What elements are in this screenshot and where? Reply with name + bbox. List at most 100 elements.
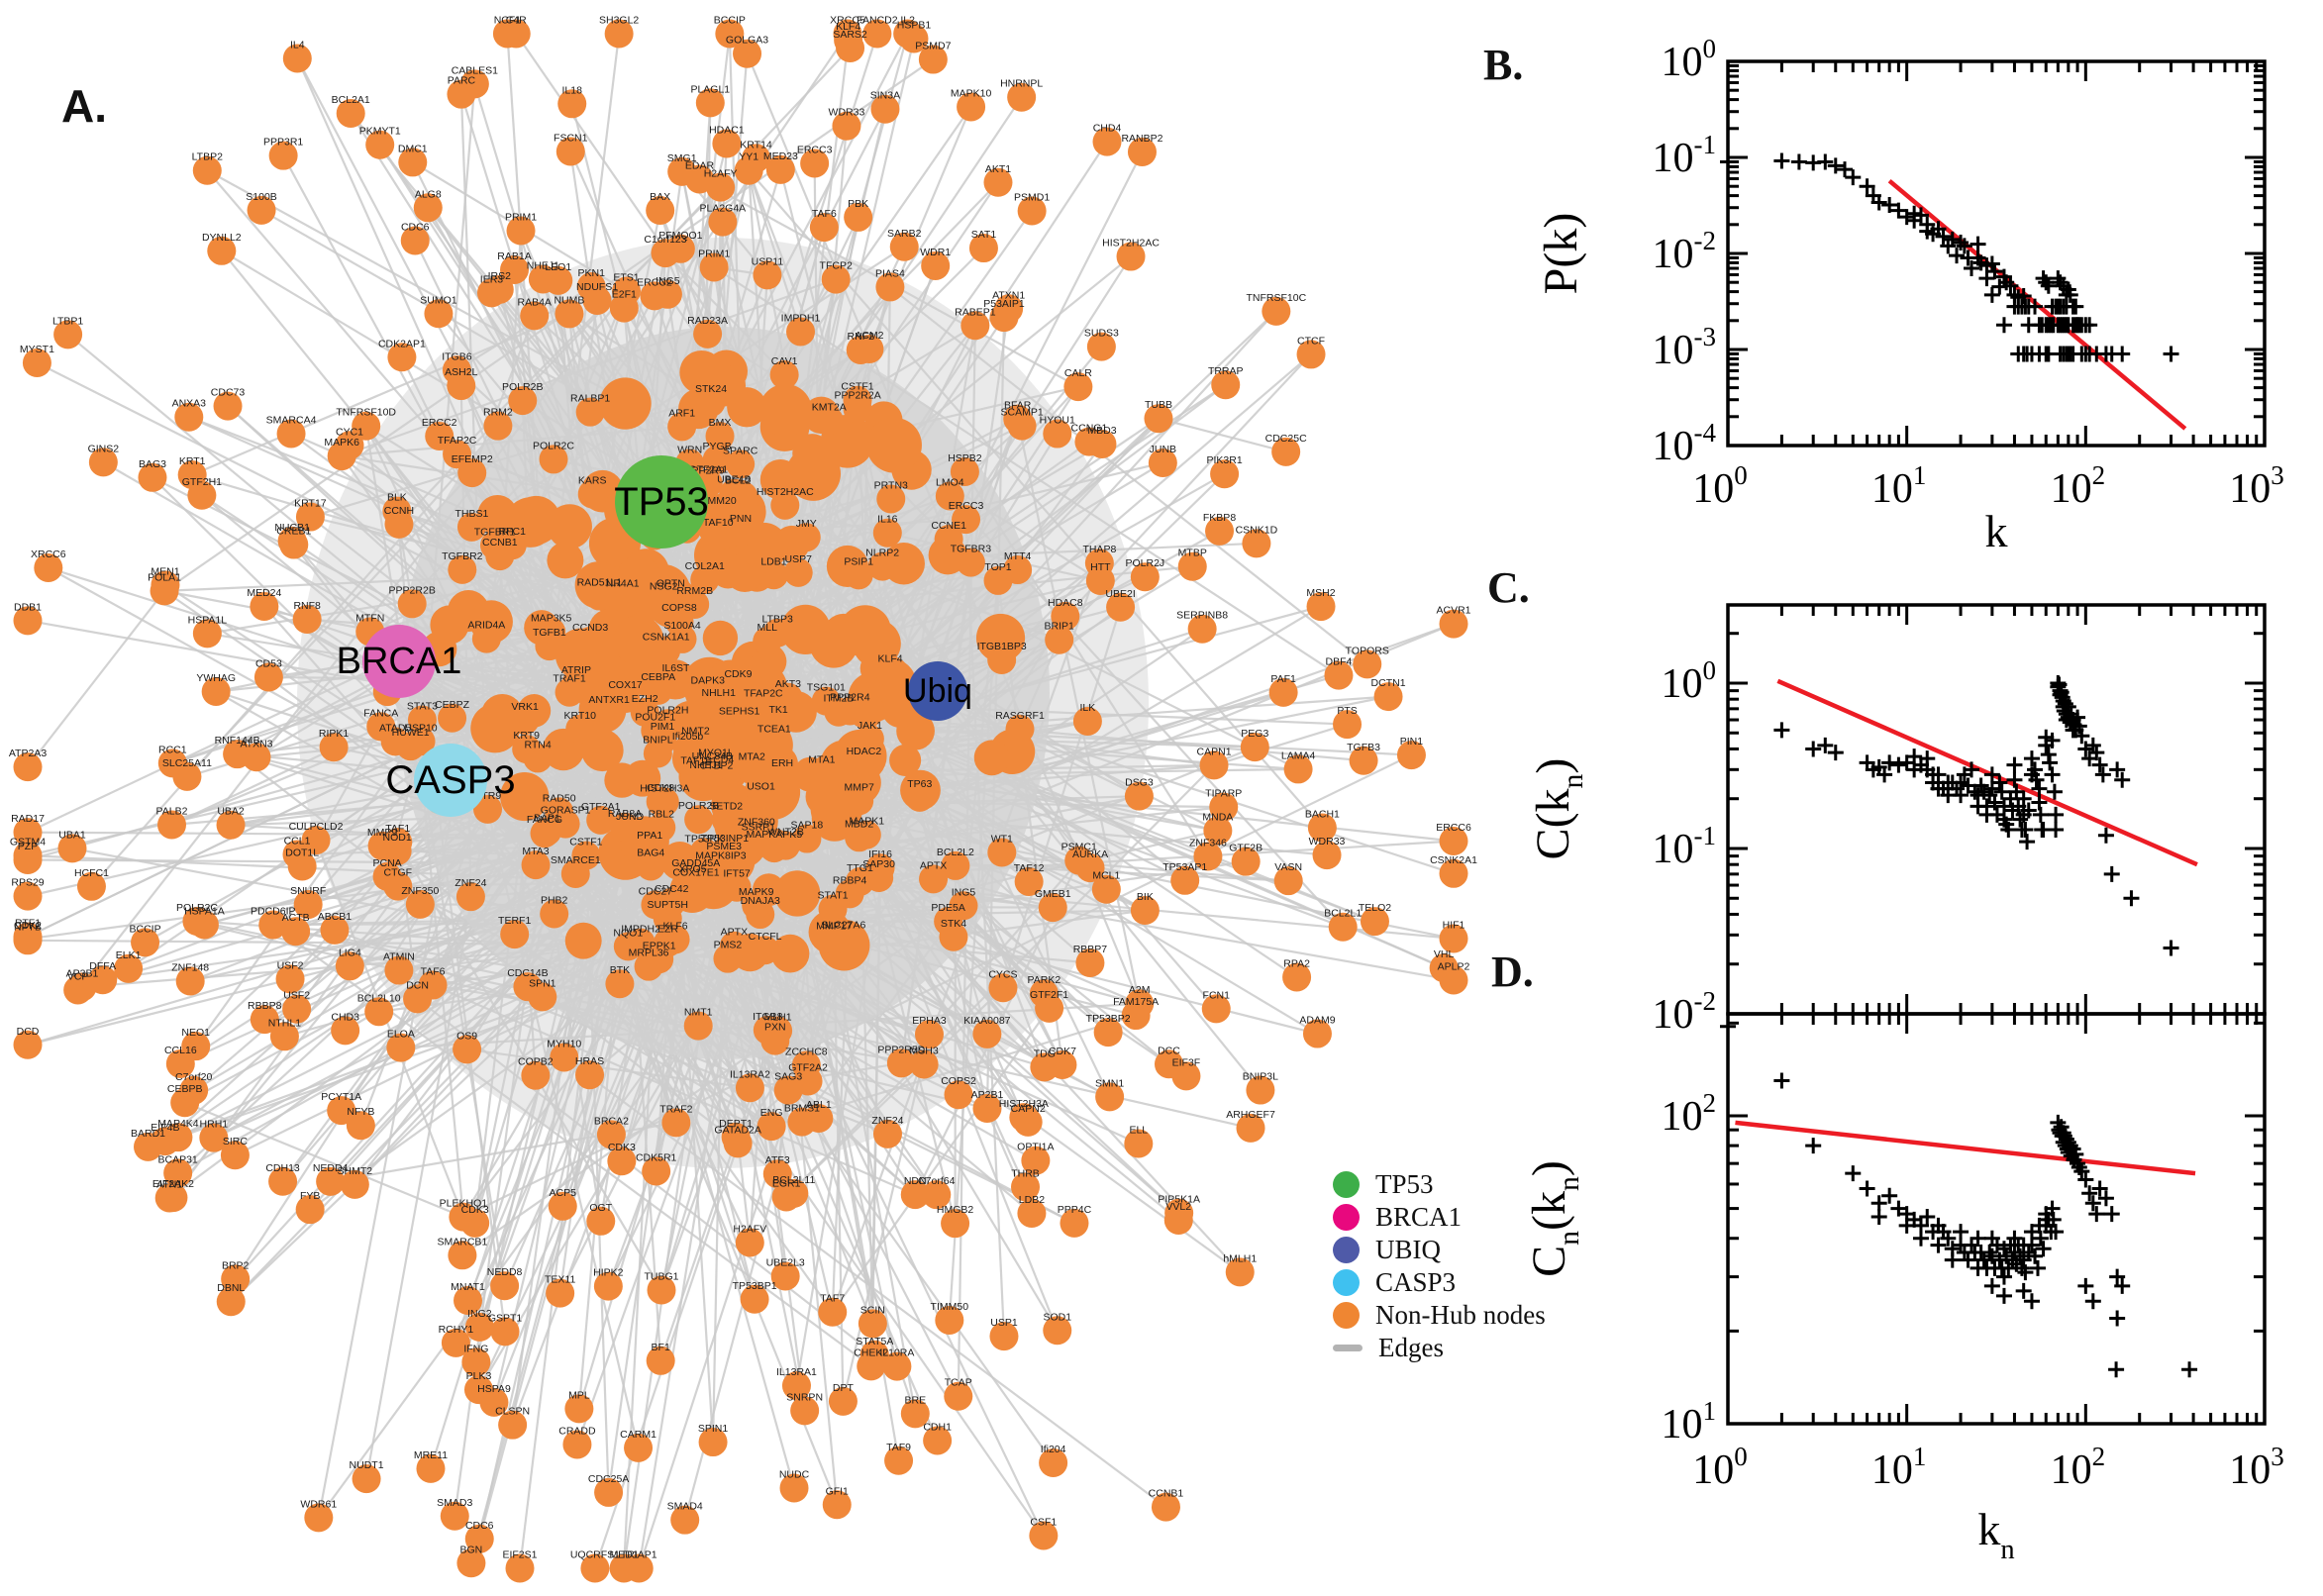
- network-node: [611, 684, 641, 714]
- network-node-label: BGN: [460, 1544, 483, 1555]
- legend-item-brca1: BRCA1: [1333, 1202, 1546, 1232]
- network-node-label: HIPK2: [593, 1267, 624, 1279]
- data-point-marker: [2068, 298, 2084, 315]
- data-point-marker: [2091, 1180, 2108, 1197]
- network-node: [983, 167, 1013, 197]
- network-node: [384, 509, 414, 539]
- network-node-label: Ifi205b: [672, 731, 704, 743]
- network-node-label: TGFB1: [533, 627, 566, 639]
- network-node: [960, 311, 990, 341]
- network-node-label: POLR2H: [647, 704, 688, 716]
- network-node-label: NHEJ1: [527, 259, 559, 271]
- network-node: [667, 412, 697, 442]
- network-node: [470, 703, 520, 753]
- edge: [842, 1034, 931, 1402]
- network-node-label: SMAD4: [667, 1501, 703, 1513]
- network-node-label: MAP3K5: [531, 613, 572, 625]
- network-node: [1127, 137, 1157, 166]
- network-node-label: MTA2: [739, 750, 765, 762]
- network-node: [922, 1180, 952, 1210]
- network-node-label: ING5: [952, 886, 976, 898]
- network-node-label: WT1: [991, 833, 1013, 845]
- network-node: [508, 386, 538, 416]
- network-node: [1017, 1198, 1047, 1228]
- network-node: [872, 1119, 902, 1148]
- network-node: [723, 479, 753, 509]
- network-node-label: CDC6: [401, 221, 430, 233]
- network-node: [340, 1169, 369, 1199]
- network-node-label: ITGB6: [442, 350, 472, 362]
- network-node-label: RAD23A: [687, 315, 728, 327]
- network-node-label: KLF6: [663, 920, 688, 932]
- network-node-label: RPA2: [1283, 957, 1310, 969]
- network-node: [610, 812, 640, 842]
- network-node: [918, 45, 948, 74]
- network-node-label: TFAP2C: [744, 687, 783, 699]
- network-node: [650, 787, 679, 817]
- network-node-label: TAF9: [886, 1442, 911, 1453]
- network-node-label: H2AFV: [733, 1224, 766, 1236]
- data-point-marker: [2027, 1247, 2044, 1264]
- network-node-label: GORASP1: [541, 805, 591, 817]
- network-node: [706, 854, 736, 884]
- network-node: [593, 1271, 623, 1301]
- network-node-label: RAB1A: [497, 250, 531, 262]
- network-node: [220, 1141, 250, 1170]
- network-node-label: RNF144B: [215, 735, 260, 747]
- axis-tick-label: 101: [1662, 1396, 1717, 1447]
- network-node-label: MBD2: [845, 818, 873, 830]
- network-node: [725, 710, 755, 740]
- network-node: [855, 335, 884, 364]
- network-node: [386, 1033, 416, 1062]
- network-node: [1035, 993, 1064, 1023]
- network-node: [1003, 404, 1033, 434]
- network-node-label: TNFRSF10C: [1246, 292, 1306, 304]
- network-node: [773, 682, 803, 712]
- network-node: [828, 1386, 858, 1416]
- legend-item-nonhub: Non-Hub nodes: [1333, 1300, 1546, 1330]
- network-node-label: HUWE1: [392, 727, 430, 739]
- data-point-marker: [1944, 231, 1961, 248]
- network-node: [448, 554, 477, 584]
- network-node: [279, 530, 309, 559]
- network-node: [596, 1120, 626, 1149]
- network-node: [174, 402, 204, 432]
- network-node-label: BAP1: [534, 812, 560, 824]
- network-node: [695, 88, 725, 118]
- network-node: [705, 421, 735, 450]
- network-node-label: PPA1: [637, 830, 662, 842]
- network-node: [634, 951, 663, 981]
- network-node-label: HIST2H2AC: [1102, 238, 1160, 249]
- network-node-label: ALG8: [415, 188, 442, 200]
- network-node-label: SPARC: [723, 445, 758, 456]
- network-node-label: PPP4C: [1058, 1204, 1092, 1216]
- network-node: [749, 692, 778, 722]
- network-node-label: AKT3: [775, 678, 801, 690]
- casp3-hub-swatch-icon: [1333, 1269, 1360, 1296]
- data-point-marker: [2027, 298, 2044, 315]
- network-node: [988, 973, 1018, 1003]
- network-node: [790, 1396, 820, 1426]
- network-node-label: MTFN: [355, 613, 384, 625]
- network-node-label: PRIM1: [505, 212, 537, 224]
- data-point-marker: [2081, 1185, 2098, 1202]
- network-node: [1072, 706, 1102, 736]
- network-node: [684, 805, 714, 835]
- network-node: [383, 871, 413, 901]
- network-node: [994, 294, 1024, 324]
- network-node-label: BRCA2: [594, 1115, 629, 1127]
- network-node: [158, 1183, 188, 1213]
- plot-frame: [1726, 1012, 2267, 1426]
- network-node: [844, 560, 873, 590]
- network-node-label: EPPK1: [643, 940, 676, 951]
- network-node: [1017, 196, 1047, 226]
- data-point-marker: [1859, 1180, 1875, 1197]
- network-node-label: NLRP2: [865, 548, 899, 559]
- data-point-marker: [2019, 834, 2036, 850]
- network-node: [1038, 893, 1067, 923]
- network-node-label: EIF3F: [1172, 1056, 1201, 1068]
- network-node-label: CTCFL: [749, 931, 782, 943]
- network-node: [1075, 948, 1105, 978]
- network-node: [555, 677, 584, 707]
- network-node: [477, 495, 518, 536]
